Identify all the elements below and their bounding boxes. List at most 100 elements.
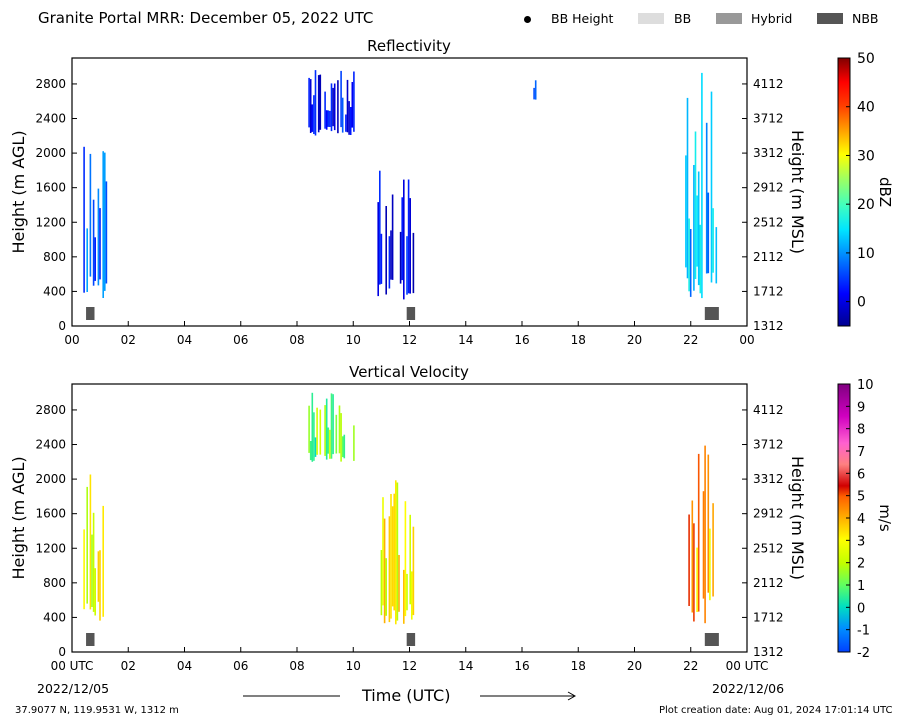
echo-region-1-streak [351,82,354,128]
y-tick-label-right: 2512 [753,215,784,229]
echo-region-1-streak [319,409,322,455]
colorbar-tick-label: 10 [857,246,875,262]
echo-region-0-streak [94,237,96,281]
x-tick-label: 16 [514,333,529,347]
bright-band-marker-0 [86,307,95,320]
reflectivity-ylabel-right: Height (m MSL) [788,130,807,254]
echo-region-4-streak [696,195,698,267]
y-tick-label-right: 1312 [753,645,784,659]
bright-band-marker-0 [86,633,95,646]
echo-region-1-streak [348,101,350,135]
echo-region-1-streak [324,405,326,456]
echo-region-4-streak [691,500,694,613]
echo-region-1-streak [340,413,342,462]
reflectivity-colorbar [837,57,851,327]
echo-region-2-streak [391,194,394,280]
y-tick-label: 2000 [35,472,66,486]
y-tick-label: 2000 [35,146,66,160]
echo-region-1-streak [341,436,344,458]
colorbar-tick-label: -2 [857,646,870,661]
x-tick-label: 14 [458,333,473,347]
echo-region-4-streak [686,97,689,279]
bright-band-marker-1 [406,633,416,646]
echo-region-4-streak [696,547,698,612]
x-tick-label: 04 [177,333,192,347]
echo-region-1-streak [345,114,347,132]
colorbar-tick-label: 50 [857,51,875,67]
velocity-bright-band [86,633,719,646]
x-tick-label: 00 UTC [51,659,94,673]
date-end-label: 2022/12/06 [712,681,785,696]
x-tick-label: 18 [571,659,586,673]
echo-region-1-streak [353,71,355,132]
station-coordinates: 37.9077 N, 119.9531 W, 1312 m [15,705,179,716]
colorbar-tick-label: 40 [857,100,875,116]
velocity-ylabel-right: Height (m MSL) [788,456,807,580]
echo-region-0-streak [86,228,88,292]
echo-region-4-streak [707,192,710,274]
echo-region-2-streak [412,232,415,294]
echo-region-1-streak [308,77,310,128]
echo-region-1-streak [346,79,349,133]
echo-region-4-streak [694,131,697,279]
bright-band-marker-1 [406,307,416,320]
velocity-y-ticks-right: 1312 1712 2112 2512 2912 3312 3712 4112 [742,403,784,659]
echo-region-4-streak [710,91,713,283]
echo-region-1-streak [313,412,315,461]
colorbar-tick-label: 8 [857,423,865,438]
plot-creation-date: Plot creation date: Aug 01, 2024 17:01:1… [659,705,893,716]
y-tick-label-right: 2112 [753,576,784,590]
echo-region-2-streak [390,494,392,619]
echo-region-0-streak [92,199,95,286]
echo-region-2-streak [388,516,391,623]
echo-region-1-streak [319,74,322,130]
legend-label-bb-height: BB Height [551,11,614,26]
x-tick-label: 02 [121,659,136,673]
echo-region-1-streak [333,83,336,131]
echo-region-0-streak [99,550,101,621]
echo-region-4-streak [705,122,708,274]
colorbar-tick-label: 30 [857,148,875,164]
echo-region-1-streak [325,398,328,460]
y-tick-label-right: 4112 [753,77,784,91]
echo-region-1-streak [317,75,320,133]
echo-region-1-streak [311,104,314,132]
echo-region-2-streak [403,179,405,300]
echo-region-2-streak [407,179,410,294]
echo-region-2-streak [379,170,381,285]
echo-region-1-streak [325,110,328,130]
echo-region-2-streak [377,202,379,297]
echo-region-2-streak [406,236,408,295]
echo-region-1-streak [332,87,334,127]
bb-height-marker-icon [524,16,531,23]
echo-region-2-streak [385,558,387,616]
echo-region-3-streak [534,80,537,100]
echo-region-2-streak [382,497,384,606]
reflectivity-bright-band [86,307,719,320]
echo-region-4-streak [693,523,695,622]
velocity-colorbar-label: m/s [876,504,894,532]
echo-region-2-streak [385,206,387,295]
y-tick-label: 800 [43,250,66,264]
time-arrow-head-icon [567,691,577,701]
echo-region-4-streak [701,72,703,299]
echo-region-1-streak [332,394,334,455]
x-axis-title: Time (UTC) [362,686,451,705]
echo-region-2-streak [388,236,391,289]
echo-region-1-streak [314,437,317,457]
velocity-panel: Vertical Velocity 0400800120016002000240… [9,363,894,673]
echo-region-4-streak [689,229,692,297]
y-tick-label-right: 3712 [753,112,784,126]
x-tick-label: 12 [402,333,417,347]
reflectivity-panel: Reflectivity 040080012001600200024002800… [9,37,894,347]
echo-region-4-streak [707,454,710,593]
echo-region-4-streak [688,218,690,292]
y-tick-label: 400 [43,610,66,624]
x-tick-label: 06 [233,659,248,673]
y-tick-label: 2400 [35,438,66,452]
echo-region-1-streak [316,407,318,455]
echo-region-2-streak [406,573,408,611]
velocity-x-ticks: 00 UTC 02 04 06 08 10 12 14 16 18 20 22 00 UTC [51,647,768,673]
echo-region-1-streak [309,441,312,461]
